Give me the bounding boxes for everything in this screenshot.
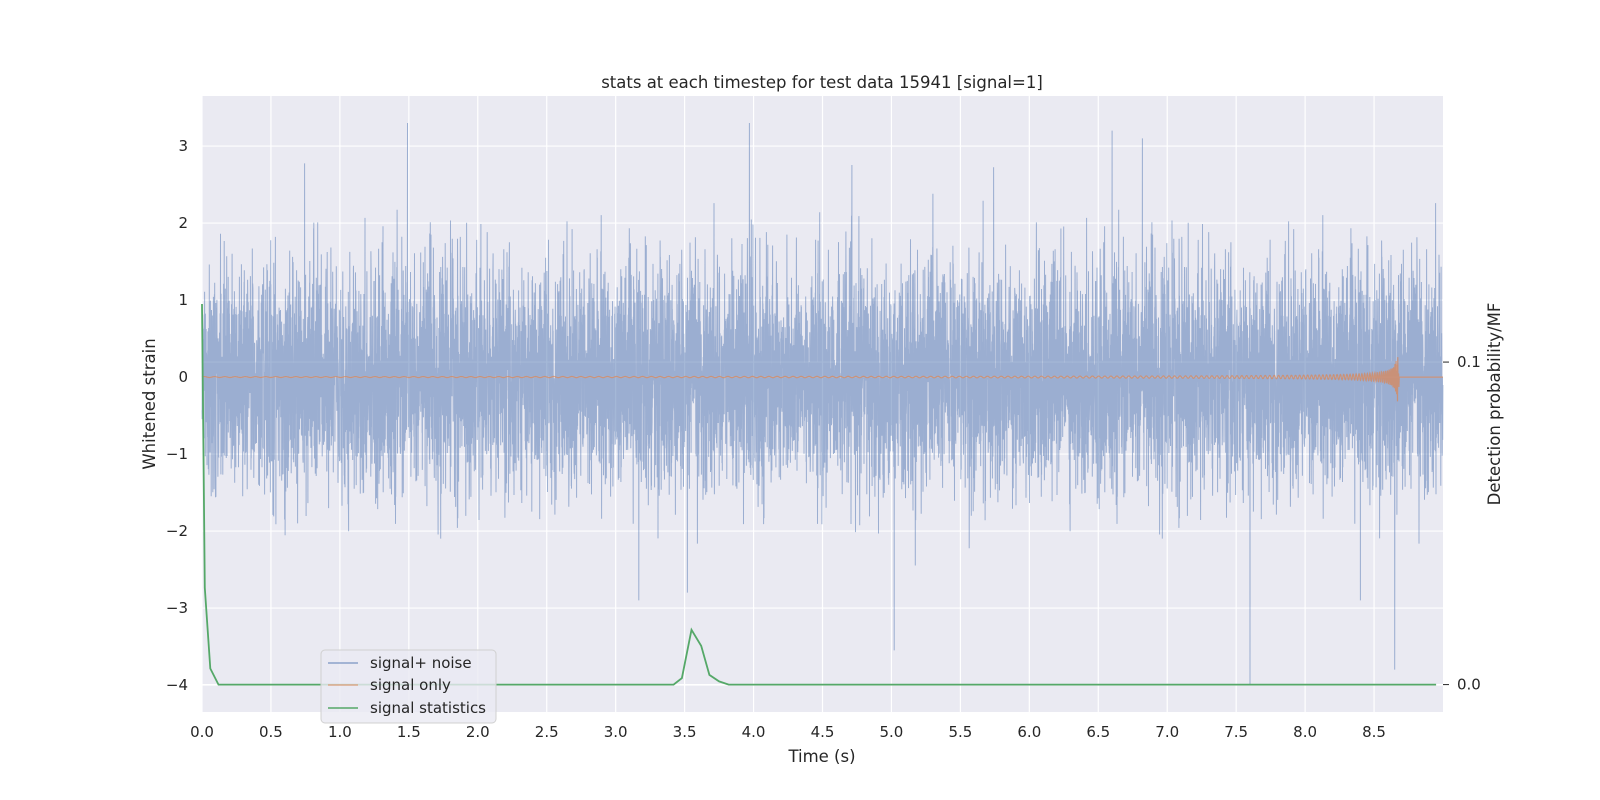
series-signal-statistics [201, 303, 1437, 686]
y-tick-label: 0 [178, 368, 188, 386]
legend-label-statistics: signal statistics [370, 699, 486, 717]
y-tick-label: −4 [166, 676, 188, 694]
x-tick-label: 4.0 [742, 723, 766, 741]
series-signal-only [201, 357, 1443, 402]
x-tick-label: 7.5 [1224, 723, 1248, 741]
x-tick-label: 3.5 [673, 723, 697, 741]
y-tick-label: 1 [178, 291, 188, 309]
x-tick-label: 5.5 [948, 723, 972, 741]
chart-title: stats at each timestep for test data 159… [601, 73, 1043, 92]
x-tick-label: 1.0 [328, 723, 352, 741]
legend-label-noise: signal+ noise [370, 654, 472, 672]
x-tick-label: 2.0 [466, 723, 490, 741]
x-tick-label: 3.0 [604, 723, 628, 741]
x-tick-label: 4.5 [811, 723, 835, 741]
y2-tick-label: 0.1 [1457, 353, 1481, 371]
x-tick-label: 0.0 [190, 723, 214, 741]
x-axis-ticks: 0.0 0.5 1.0 1.5 2.0 2.5 3.0 3.5 4.0 4.5 5.0 5.5 6.0 6… [190, 723, 1386, 741]
y-tick-label: −2 [166, 522, 188, 540]
x-tick-label: 0.5 [259, 723, 283, 741]
y-axis-label: Whitened strain [140, 338, 159, 469]
x-tick-label: 8.0 [1293, 723, 1317, 741]
y-tick-label: −3 [166, 599, 188, 617]
legend-label-signal: signal only [370, 676, 451, 694]
series-signal-noise [201, 122, 1444, 686]
x-tick-label: 6.0 [1017, 723, 1041, 741]
x-tick-label: 6.5 [1086, 723, 1110, 741]
y-tick-label: −1 [166, 445, 188, 463]
y2-axis-ticks: 0.0 0.1 [1443, 353, 1481, 694]
y2-axis-label: Detection probability/MF [1485, 303, 1504, 506]
y-axis-ticks: −4 −3 −2 −1 0 1 2 3 [166, 137, 188, 694]
legend-box [320, 649, 497, 724]
x-tick-label: 1.5 [397, 723, 421, 741]
x-tick-label: 8.5 [1362, 723, 1386, 741]
series-layer [201, 122, 1444, 686]
legend: signal+ noise signal only signal statist… [320, 649, 497, 724]
y-tick-label: 2 [178, 214, 188, 232]
x-tick-label: 7.0 [1155, 723, 1179, 741]
x-tick-label: 5.0 [880, 723, 904, 741]
y2-tick-label: 0.0 [1457, 676, 1481, 694]
y-tick-label: 3 [178, 137, 188, 155]
x-axis-label: Time (s) [787, 747, 855, 766]
x-tick-label: 2.5 [535, 723, 559, 741]
